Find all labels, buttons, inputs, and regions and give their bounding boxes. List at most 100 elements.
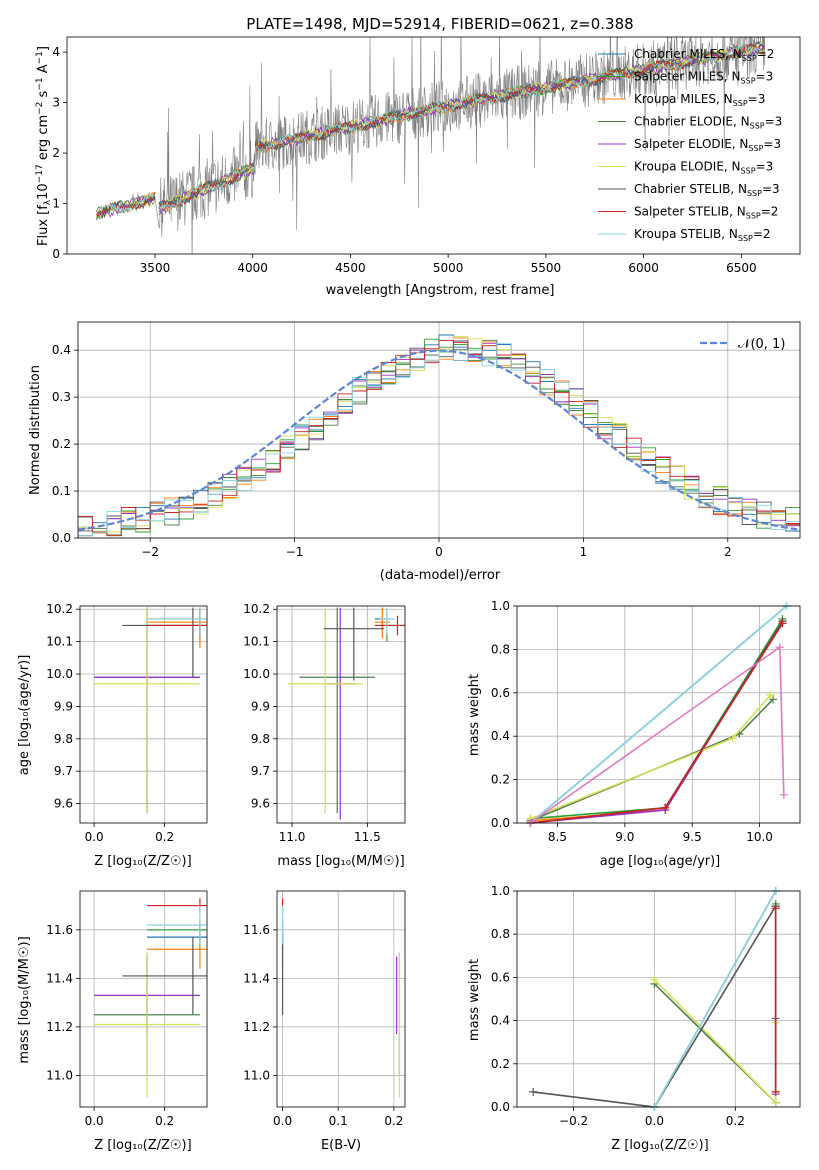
mass-weight-line	[530, 645, 785, 824]
spectrum-lines	[95, 37, 766, 254]
y-tick-label: 0.0	[491, 816, 510, 830]
mass-weight-marker	[771, 1098, 780, 1107]
massweight-vs-age-panel: age [log₁₀(age/yr)] mass weight 8.5 9.0 9.…	[467, 599, 801, 869]
legend-entry: Salpeter ELODIE, NSSP=3	[634, 137, 781, 153]
mass-weight-line	[530, 622, 784, 824]
legend-name: Kroupa MILES, N	[634, 92, 733, 106]
legend-sub: SSP	[741, 77, 756, 86]
legend-tail: =3	[748, 92, 766, 106]
residuals-xlabel: (data-model)/error	[380, 568, 501, 583]
y-tick-label: 10.2	[46, 602, 73, 616]
residuals-panel: (data-model)/error Normed distribution −…	[28, 321, 801, 583]
legend-entry: Chabrier MILES, NSSP=2	[634, 47, 774, 63]
y-tick-label: 10.1	[243, 635, 270, 649]
x-tick-label: 9.5	[683, 830, 702, 844]
legend-tail: =3	[762, 182, 780, 196]
mw-age-xlabel: age [log₁₀(age/yr)]	[600, 854, 721, 869]
age-z-xlabel: Z [log₁₀(Z/Z☉)]	[94, 854, 191, 869]
y-tick-label: 0.4	[491, 1014, 510, 1028]
y-tick-label: 1.0	[491, 599, 510, 613]
x-tick-label: 9.0	[615, 830, 634, 844]
mw-z-xlabel: Z [log₁₀(Z/Z☉)]	[611, 1138, 708, 1153]
y-tick-label: 1	[52, 197, 60, 211]
y-tick-label: 11.2	[243, 1020, 270, 1034]
mass-weight-marker	[529, 1087, 538, 1096]
y-tick-label: 0	[52, 247, 60, 261]
legend-entry: Salpeter MILES, NSSP=3	[634, 70, 773, 86]
y-tick-label: 0.0	[52, 531, 71, 545]
legend-entry: Chabrier STELIB, NSSP=3	[634, 182, 780, 198]
mass-vs-z-panel: Z [log₁₀(Z/Z☉)] mass [log₁₀(M/M☉)] 0.0 0.…	[17, 890, 208, 1153]
mass-weight-marker	[661, 803, 670, 812]
legend-name: Chabrier MILES, N	[634, 47, 742, 61]
legend-tail: =2	[753, 227, 771, 241]
mw-z-ylabel: mass weight	[467, 959, 482, 1041]
legend-tail: =3	[765, 115, 783, 129]
mass-weight-line	[530, 618, 784, 820]
y-tick-label: 11.4	[243, 971, 270, 985]
y-tick-label: 9.7	[54, 764, 73, 778]
residual-histogram	[78, 340, 800, 537]
x-tick-label: 0.2	[155, 830, 174, 844]
legend-name: Salpeter ELODIE, N	[634, 137, 748, 151]
legend-name: Kroupa ELODIE, N	[634, 160, 741, 174]
y-tick-label: 9.8	[251, 732, 270, 746]
model-spectrum	[95, 40, 765, 221]
legend-sub: SSP	[733, 99, 748, 108]
legend-sub: SSP	[746, 212, 761, 221]
axes-frame	[79, 605, 208, 824]
x-tick-label: 4000	[237, 261, 268, 275]
y-tick-label: 0.0	[491, 1100, 510, 1114]
x-tick-label: 5500	[531, 261, 562, 275]
axes-frame	[66, 36, 801, 255]
mass-z-ylabel: mass [log₁₀(M/M☉)]	[17, 936, 32, 1063]
mass-weight-marker	[778, 619, 787, 628]
x-tick-label: 0.0	[645, 1114, 664, 1128]
x-tick-label: 0	[435, 545, 443, 559]
legend-name: Kroupa STELIB, N	[634, 227, 738, 241]
x-tick-label: 10.0	[746, 830, 773, 844]
legend-name: Chabrier ELODIE, N	[634, 115, 750, 129]
normal-legend-label: 𝒩(0, 1)	[738, 337, 785, 352]
x-tick-label: 6000	[628, 261, 659, 275]
y-tick-label: 0.6	[491, 686, 510, 700]
mass-weight-marker	[771, 904, 780, 913]
y-tick-label: 2	[52, 146, 60, 160]
x-tick-label: −1	[286, 545, 304, 559]
y-tick-label: 9.9	[54, 699, 73, 713]
observed-spectrum	[97, 37, 766, 254]
x-tick-label: 0.2	[384, 1114, 403, 1128]
y-tick-label: 9.6	[251, 797, 270, 811]
y-tick-label: 0.8	[491, 927, 510, 941]
y-tick-label: 10.0	[46, 667, 73, 681]
x-tick-label: 0.0	[85, 830, 104, 844]
legend-tail: =3	[756, 70, 774, 84]
mw-age-ylabel: mass weight	[467, 674, 482, 756]
mass-weight-marker	[728, 734, 737, 743]
x-tick-label: 0.0	[85, 1114, 104, 1128]
legend-entry: Chabrier ELODIE, NSSP=3	[634, 115, 782, 131]
mass-weight-line	[529, 605, 788, 824]
mass-weight-line	[653, 890, 777, 1108]
y-tick-label: 4	[52, 45, 60, 59]
spectrum-panel: PLATE=1498, MJD=52914, FIBERID=0621, z=0…	[35, 15, 801, 298]
x-tick-label: 11.5	[354, 830, 381, 844]
mass-vs-ebv-panel: E(B-V) 0.0 0.1 0.2 11.0 11.2 11.4 11.6	[243, 890, 406, 1153]
x-tick-label: 4500	[335, 261, 366, 275]
legend-sub: SSP	[747, 189, 762, 198]
axes-frame	[79, 890, 208, 1108]
y-tick-label: 1.0	[491, 884, 510, 898]
x-tick-label: −2	[141, 545, 159, 559]
x-tick-label: 0.2	[726, 1114, 745, 1128]
mass-weight-line	[530, 620, 784, 824]
mass-ebv-xlabel: E(B-V)	[321, 1138, 361, 1153]
residuals-ylabel: Normed distribution	[28, 365, 43, 495]
axes-frame	[276, 890, 406, 1108]
y-tick-label: 11.2	[46, 1020, 73, 1034]
y-tick-label: 10.2	[243, 602, 270, 616]
legend-entry: Kroupa MILES, NSSP=3	[634, 92, 765, 108]
x-tick-label: 3500	[140, 261, 171, 275]
y-tick-label: 9.6	[54, 797, 73, 811]
x-tick-label: 0.1	[329, 1114, 348, 1128]
